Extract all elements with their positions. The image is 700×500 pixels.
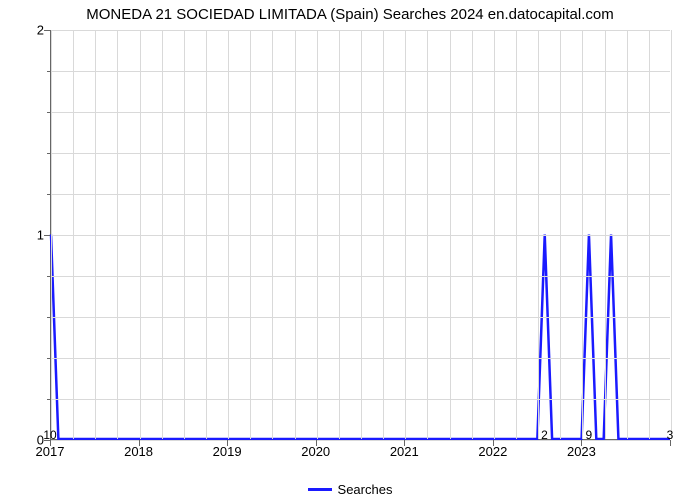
grid-horizontal <box>51 194 670 195</box>
searches-chart: MONEDA 21 SOCIEDAD LIMITADA (Spain) Sear… <box>0 0 700 500</box>
y-tick-mark <box>47 153 50 154</box>
y-tick-mark <box>47 358 50 359</box>
y-tick-mark <box>47 112 50 113</box>
x-tick-label: 2019 <box>213 444 242 459</box>
x-tick-label: 2022 <box>478 444 507 459</box>
grid-vertical <box>671 30 672 439</box>
y-tick-label: 2 <box>14 23 44 38</box>
plot-area <box>50 30 670 440</box>
x-tick-label: 2017 <box>36 444 65 459</box>
grid-horizontal <box>51 317 670 318</box>
legend: Searches <box>0 478 700 497</box>
grid-horizontal <box>51 30 670 31</box>
data-point-label: 3 <box>667 428 674 442</box>
data-point-label: 9 <box>585 428 592 442</box>
x-tick-label: 2023 <box>567 444 596 459</box>
y-tick-mark <box>47 194 50 195</box>
grid-horizontal <box>51 440 670 441</box>
legend-label: Searches <box>338 482 393 497</box>
y-tick-mark <box>44 235 50 236</box>
grid-horizontal <box>51 358 670 359</box>
y-tick-mark <box>44 30 50 31</box>
y-tick-mark <box>47 317 50 318</box>
x-tick-label: 2020 <box>301 444 330 459</box>
grid-horizontal <box>51 399 670 400</box>
grid-horizontal <box>51 153 670 154</box>
data-point-label: 2 <box>541 428 548 442</box>
grid-horizontal <box>51 71 670 72</box>
y-tick-mark <box>47 276 50 277</box>
data-point-label: 10 <box>43 428 56 442</box>
legend-swatch <box>308 488 332 491</box>
grid-horizontal <box>51 276 670 277</box>
y-tick-label: 1 <box>14 228 44 243</box>
chart-title: MONEDA 21 SOCIEDAD LIMITADA (Spain) Sear… <box>0 6 700 23</box>
grid-horizontal <box>51 112 670 113</box>
x-tick-label: 2021 <box>390 444 419 459</box>
y-tick-mark <box>47 71 50 72</box>
grid-horizontal <box>51 235 670 236</box>
y-tick-mark <box>47 399 50 400</box>
legend-item-searches: Searches <box>308 482 393 497</box>
x-tick-label: 2018 <box>124 444 153 459</box>
